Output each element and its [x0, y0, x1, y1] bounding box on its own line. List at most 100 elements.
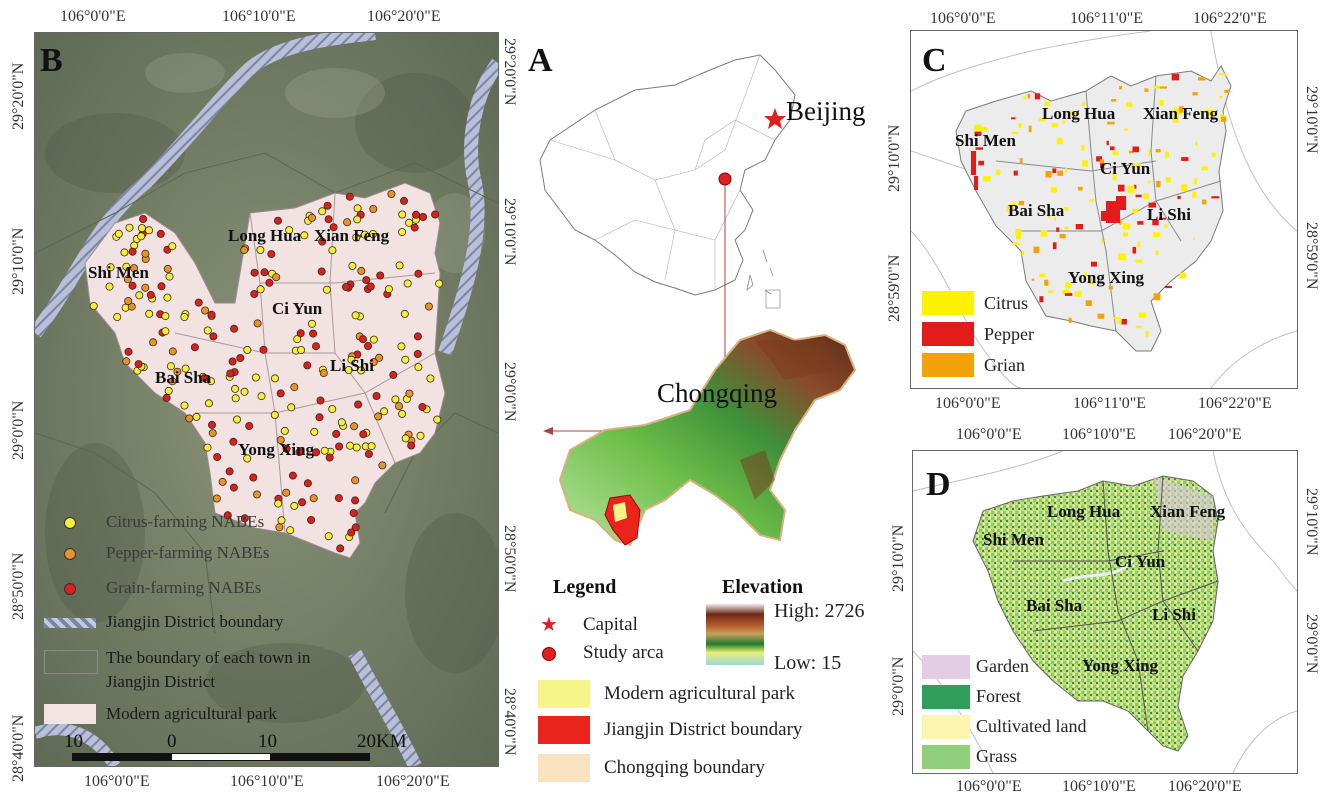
- nabe-dot: [213, 453, 222, 462]
- nabe-dot: [405, 218, 414, 227]
- nabe-dot: [157, 282, 166, 291]
- farm-patch: [1050, 187, 1058, 193]
- b-legend-grain-label: Grain-farming NABEs: [106, 578, 262, 597]
- b-scale-label-20km: 20KM: [357, 731, 407, 752]
- farm-patch: [1112, 317, 1121, 320]
- nabe-dot: [161, 312, 170, 321]
- nabe-dot: [282, 488, 291, 497]
- nabe-dot: [105, 282, 114, 291]
- nabe-dot: [347, 528, 356, 537]
- farm-patch: [1181, 157, 1189, 161]
- b-map-svg: [35, 33, 498, 766]
- nabe-dot: [163, 293, 172, 302]
- farm-patch: [1099, 159, 1104, 165]
- nabe-dot: [410, 223, 419, 232]
- nabe-dot: [272, 273, 281, 282]
- nabe-dot: [378, 461, 387, 470]
- nabe-dot: [344, 365, 353, 374]
- b-legend-pepper-label: Pepper-farming NABEs: [106, 543, 270, 562]
- nabe-dot: [120, 248, 129, 257]
- nabe-dot: [230, 324, 239, 333]
- nabe-dot: [307, 213, 316, 222]
- c-bottom-tick-1: 106°0'0"E: [935, 395, 1001, 412]
- farm-patch: [981, 126, 988, 132]
- farm-patch: [1192, 92, 1198, 96]
- farm-patch: [1052, 242, 1057, 250]
- c-legend-grian-label: Grian: [984, 355, 1025, 375]
- b-right-tick-2: 29°10'0"N: [501, 198, 518, 266]
- nabe-dot: [332, 429, 341, 438]
- a-beijing-star: [764, 108, 786, 129]
- farm-patch: [1082, 101, 1086, 107]
- nabe-dot: [137, 224, 146, 233]
- nabe-dot: [265, 278, 274, 287]
- farm-patch: [1173, 108, 1182, 115]
- b-legend-park-symbol: [44, 704, 96, 724]
- farm-patch: [1062, 120, 1066, 124]
- nabe-dot: [375, 353, 384, 362]
- farm-patch: [1145, 331, 1149, 337]
- nabe-dot: [122, 262, 131, 271]
- nabe-dot: [180, 312, 189, 321]
- nabe-dot: [123, 275, 132, 284]
- nabe-dot: [335, 442, 344, 451]
- nabe-dot: [368, 229, 377, 238]
- farm-patch: [1074, 291, 1082, 297]
- panel-d-letter: D: [926, 466, 951, 503]
- c-town-shi-men: Shi Men: [955, 131, 1016, 150]
- farm-patch: [1023, 96, 1026, 99]
- nabe-dot: [270, 410, 279, 419]
- farm-patch: [1200, 112, 1204, 115]
- farm-patch: [1057, 170, 1064, 176]
- nabe-dot: [89, 301, 98, 310]
- farm-patch: [1034, 93, 1041, 100]
- d-bottom-tick-3: 106°20'0"E: [1168, 778, 1242, 795]
- farm-patch: [1068, 317, 1072, 323]
- d-legend-garden-swatch: [922, 655, 970, 679]
- d-right-tick-2: 29°0'0"N: [1303, 614, 1320, 674]
- nabe-dot: [354, 400, 363, 409]
- nabe-dot: [180, 401, 189, 410]
- d-town-li-shi: Li Shi: [1152, 605, 1196, 624]
- farm-patch: [1136, 325, 1142, 329]
- farm-patch: [1016, 234, 1021, 240]
- nabe-dot: [348, 261, 357, 270]
- nabe-dot: [190, 343, 199, 352]
- c-left-tick-1: 29°10'0"N: [886, 124, 903, 192]
- a-chongqing-label: Chongqing: [657, 378, 778, 408]
- nabe-dot: [369, 335, 378, 344]
- nabe-dot: [311, 342, 320, 351]
- nabe-dot: [125, 223, 134, 232]
- nabe-dot: [317, 267, 326, 276]
- pepper-cluster: [974, 176, 978, 190]
- nabe-dot: [367, 442, 376, 451]
- farm-patch: [1135, 194, 1142, 198]
- farm-patch: [1077, 186, 1083, 191]
- nabe-dot: [318, 207, 327, 216]
- nabe-dot: [141, 283, 150, 292]
- nabe-dot: [173, 367, 182, 376]
- nabe-dot: [122, 357, 131, 366]
- nabe-dot: [260, 268, 269, 277]
- c-town-xian-feng: Xian Feng: [1143, 104, 1219, 123]
- farm-patch: [1201, 166, 1208, 171]
- farm-patch: [1221, 116, 1227, 122]
- nabe-dot: [200, 374, 209, 383]
- b-scale-label-10-right: 10: [258, 731, 277, 752]
- farm-patch: [1128, 150, 1134, 154]
- nabe-dot: [405, 389, 414, 398]
- nabe-dot: [337, 418, 346, 427]
- farm-patch: [1089, 199, 1095, 202]
- a-box-jiangjin-swatch: [538, 716, 590, 744]
- a-elevation-title: Elevation: [722, 576, 804, 598]
- d-legend-grass-label: Grass: [976, 746, 1017, 766]
- b-legend-citrus-label: Citrus-farming NABEs: [106, 512, 265, 531]
- farm-patch: [1011, 117, 1016, 120]
- nabe-dot: [416, 431, 425, 440]
- farm-patch: [1112, 151, 1119, 155]
- farm-patch: [1224, 89, 1230, 93]
- nabe-dot: [156, 229, 165, 238]
- c-top-tick-2: 106°11'0"E: [1070, 10, 1143, 27]
- farm-patch: [1028, 125, 1032, 133]
- nabe-dot: [201, 306, 210, 315]
